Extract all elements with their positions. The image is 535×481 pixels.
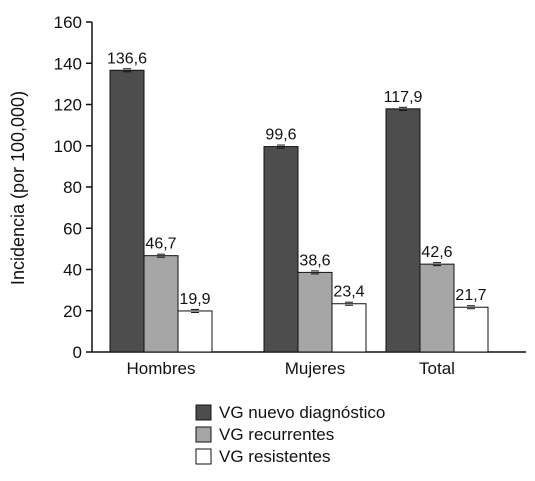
bar-2-mujeres (297, 271, 333, 353)
legend-label: VG nuevo diagnóstico (219, 403, 385, 422)
legend-swatch (195, 448, 212, 465)
data-label: 19,9 (179, 291, 210, 308)
y-tick-label: 20 (63, 302, 82, 321)
data-label: 99,6 (265, 127, 296, 144)
bar-1-mujeres (263, 146, 299, 353)
y-tick-label: 40 (63, 261, 82, 280)
y-tick-label: 80 (63, 178, 82, 197)
x-tick-label: Hombres (127, 359, 196, 378)
data-label: 136,6 (107, 50, 147, 67)
legend-label: VG recurrentes (219, 425, 334, 444)
data-label: 117,9 (384, 89, 423, 106)
x-tick-label: Mujeres (285, 359, 345, 378)
y-tick-label: 140 (54, 54, 82, 73)
y-tick-label: 120 (54, 96, 82, 115)
bar-1-total (385, 108, 421, 353)
data-label: 23,4 (333, 284, 364, 301)
x-tick-label: Total (419, 359, 455, 378)
y-tick-label: 100 (54, 137, 82, 156)
y-tick-label: 60 (63, 219, 82, 238)
bar-2-total (419, 263, 455, 353)
legend: VG nuevo diagnóstico VG recurrentes VG res… (195, 403, 385, 466)
data-label: 46,7 (145, 236, 176, 253)
data-label: 42,6 (421, 244, 452, 261)
data-label: 21,7 (455, 287, 486, 304)
bar-1-hombres (109, 69, 145, 353)
y-axis-label: Incidencia (por 100,000) (8, 91, 28, 285)
plot-area: 0 20 40 60 80 100 120 140 160 136,6 46,7 19,9 Hombre… (54, 13, 526, 378)
legend-swatch (195, 426, 212, 443)
bar-3-total (453, 306, 489, 353)
y-tick-label: 160 (54, 13, 82, 32)
legend-label: VG resistentes (219, 447, 331, 466)
data-label: 38,6 (299, 252, 330, 269)
legend-swatch (195, 404, 212, 421)
bar-3-mujeres (331, 303, 367, 353)
bar-3-hombres (177, 310, 213, 353)
bar-2-hombres (143, 255, 179, 353)
y-tick-label: 0 (73, 343, 82, 362)
